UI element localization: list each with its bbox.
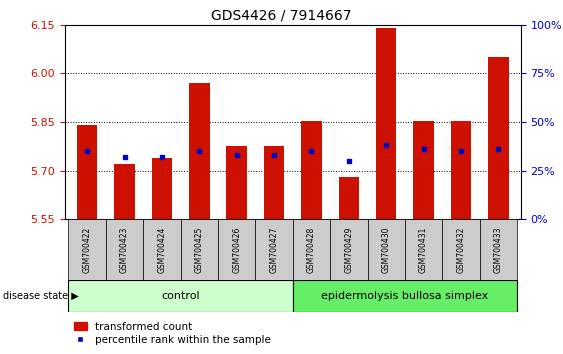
Bar (218, 219, 256, 280)
Bar (77, 125, 97, 219)
Bar (293, 280, 517, 312)
Text: GSM700432: GSM700432 (457, 226, 466, 273)
Bar (114, 164, 135, 219)
Bar (69, 280, 293, 312)
Bar (226, 147, 247, 219)
Bar (181, 219, 218, 280)
Bar (293, 219, 330, 280)
Bar (488, 57, 508, 219)
Text: GSM700423: GSM700423 (120, 226, 129, 273)
Text: GDS4426 / 7914667: GDS4426 / 7914667 (211, 9, 352, 23)
Bar (301, 120, 321, 219)
Bar (338, 177, 359, 219)
Bar (106, 219, 143, 280)
Bar (69, 219, 106, 280)
Text: GSM700425: GSM700425 (195, 226, 204, 273)
Text: GSM700428: GSM700428 (307, 227, 316, 273)
Bar (368, 219, 405, 280)
Bar (264, 147, 284, 219)
Bar (405, 219, 443, 280)
Bar (376, 28, 396, 219)
Text: GSM700431: GSM700431 (419, 226, 428, 273)
Bar (480, 219, 517, 280)
Bar (443, 219, 480, 280)
Text: GSM700426: GSM700426 (232, 226, 241, 273)
Bar (451, 120, 471, 219)
Text: GSM700424: GSM700424 (158, 226, 167, 273)
Bar (151, 158, 172, 219)
Bar (256, 219, 293, 280)
Bar (189, 83, 209, 219)
Bar (330, 219, 368, 280)
Text: control: control (162, 291, 200, 301)
Bar (413, 120, 434, 219)
Text: disease state ▶: disease state ▶ (3, 291, 79, 301)
Text: epidermolysis bullosa simplex: epidermolysis bullosa simplex (321, 291, 489, 301)
Text: GSM700433: GSM700433 (494, 226, 503, 273)
Text: GSM700430: GSM700430 (382, 226, 391, 273)
Text: GSM700429: GSM700429 (345, 226, 354, 273)
Legend: transformed count, percentile rank within the sample: transformed count, percentile rank withi… (70, 317, 275, 349)
Bar (143, 219, 181, 280)
Text: GSM700427: GSM700427 (270, 226, 279, 273)
Text: GSM700422: GSM700422 (83, 227, 92, 273)
